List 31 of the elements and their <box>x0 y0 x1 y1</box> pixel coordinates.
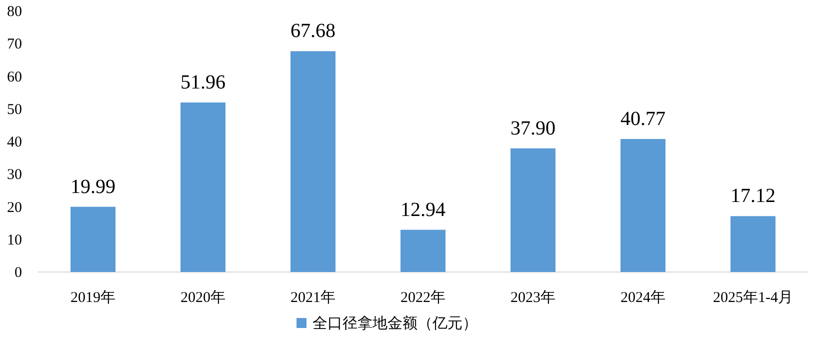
x-tick-label: 2022年 <box>400 289 446 306</box>
y-tick-label: 60 <box>7 69 22 86</box>
data-label: 17.12 <box>730 185 776 208</box>
y-tick-label: 40 <box>7 134 22 150</box>
y-tick-label: 30 <box>7 167 22 184</box>
data-label: 40.77 <box>620 108 666 130</box>
legend-label: 全口径拿地金额（亿元） <box>312 315 478 332</box>
bar <box>620 138 666 272</box>
x-tick-label: 2020年 <box>180 289 226 306</box>
data-label: 67.68 <box>290 20 336 42</box>
y-tick-label: 50 <box>7 102 22 118</box>
x-tick-label: 2023年 <box>510 289 556 306</box>
data-label: 19.99 <box>70 176 116 198</box>
bar <box>180 102 226 272</box>
y-tick-label: 10 <box>7 232 22 248</box>
bar <box>400 230 446 272</box>
bar <box>290 51 336 272</box>
x-tick-label: 2019年 <box>70 289 116 306</box>
data-label: 37.90 <box>510 117 556 140</box>
bar <box>510 148 556 272</box>
x-tick-label: 2025年1-4月 <box>713 289 793 306</box>
x-tick-label: 2024年 <box>620 289 666 306</box>
y-tick-label: 20 <box>7 200 22 216</box>
y-tick-label: 0 <box>14 265 22 281</box>
bar <box>730 216 776 272</box>
y-tick-label: 70 <box>7 36 22 53</box>
data-label: 12.94 <box>400 198 446 221</box>
bar <box>70 206 116 272</box>
data-label: 51.96 <box>180 71 226 94</box>
y-tick-label: 80 <box>7 4 22 20</box>
x-tick-label: 2021年 <box>290 289 336 306</box>
